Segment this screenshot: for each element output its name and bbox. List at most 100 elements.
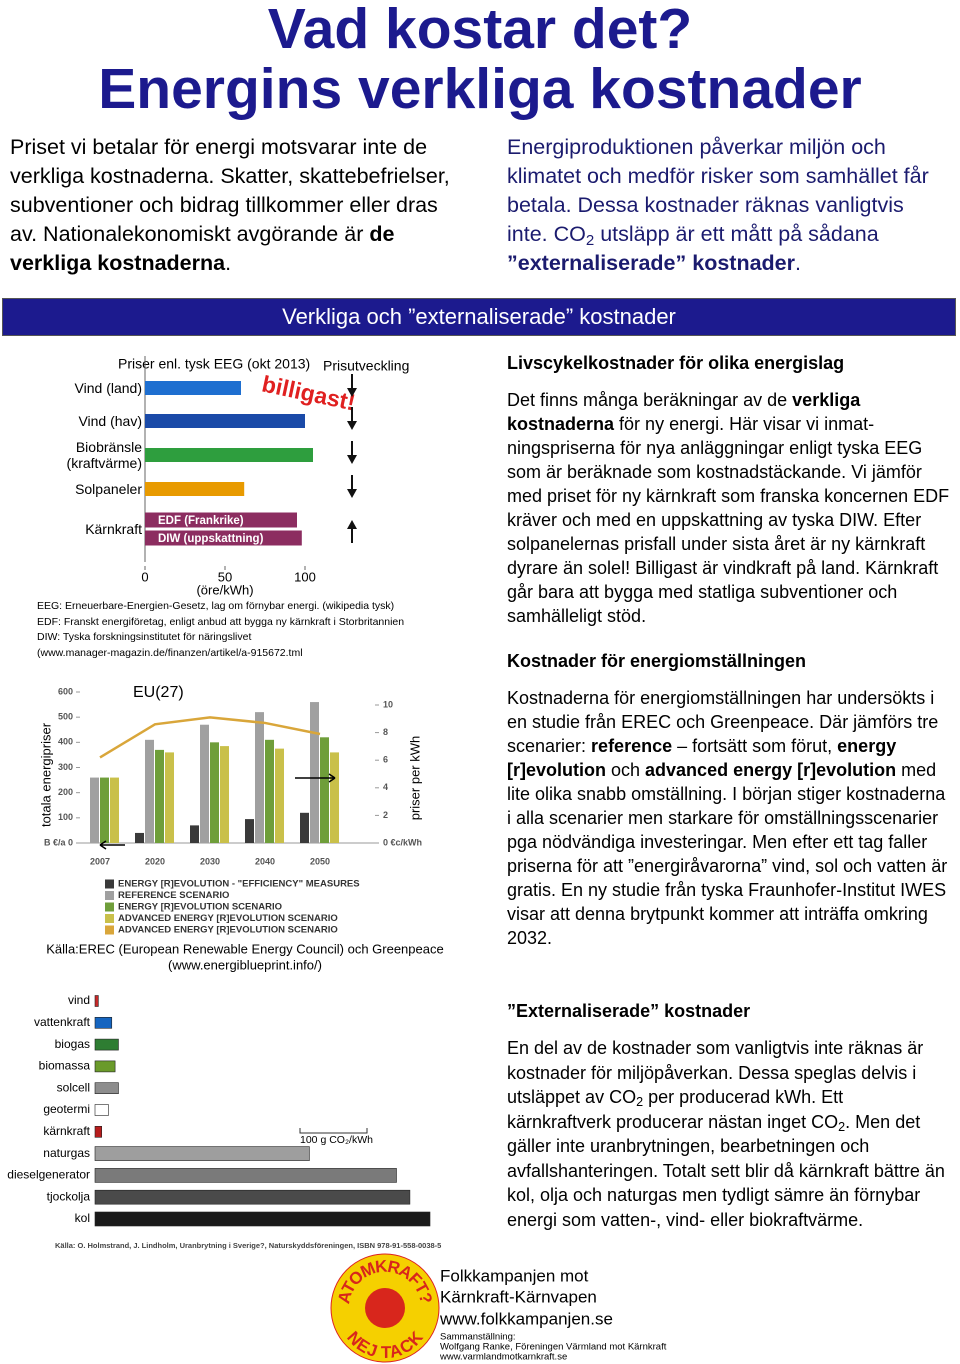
- y-tick-label: 400: [58, 737, 73, 747]
- y2-tick-label: 2: [383, 810, 388, 820]
- bar: [210, 742, 219, 843]
- y2-tick-label: 8: [383, 727, 388, 737]
- bar: [145, 414, 305, 428]
- bar: [145, 512, 297, 528]
- bar: [94, 1060, 116, 1073]
- category-label: vattenkraft: [34, 1015, 91, 1029]
- legend-label: ENERGY [R]EVOLUTION SCENARIO: [118, 902, 282, 913]
- bar: [145, 381, 241, 395]
- credit: Wolfgang Ranke, Föreningen Värmland mot …: [440, 1342, 667, 1353]
- category-label: tjockolja: [47, 1189, 91, 1203]
- bar: [94, 1104, 109, 1116]
- text-run: energy [r]evolution: [507, 736, 897, 780]
- legend-swatch: [105, 891, 114, 900]
- category-label: Kärnkraft: [85, 521, 142, 537]
- bar: [300, 812, 309, 843]
- arrow-head: [347, 520, 357, 529]
- bar: [94, 1126, 102, 1138]
- category-label: biomassa: [39, 1059, 91, 1073]
- bar: [265, 739, 274, 843]
- bar: [94, 1038, 119, 1051]
- line: [99, 716, 321, 759]
- y-tick-label: 300: [58, 762, 73, 772]
- text-run: En del av de kostnader som vanligtvis in…: [507, 1038, 924, 1107]
- category-label: Biobränsle (kraftvärme): [66, 439, 142, 471]
- text-run: per producerad kWh. Ett kärnkraftverk pr…: [507, 1087, 844, 1132]
- x-tick-label: 2050: [310, 856, 330, 866]
- bar: [200, 724, 209, 843]
- bar: [94, 1146, 310, 1161]
- y2-tick-label: 0 €c/kWh: [383, 837, 422, 847]
- note: DIW: Tyska forskningsinstitutet för näri…: [37, 631, 252, 643]
- org-name: Folkkampanjen mot: [440, 1266, 589, 1285]
- text-run: Det finns många beräkningar av de: [507, 390, 793, 410]
- legend-swatch: [105, 879, 114, 889]
- text-run: Energiproduktionen påverkar miljön och k…: [507, 135, 929, 246]
- bar: [94, 995, 99, 1007]
- text-run: utsläpp är ett mått på sådana: [594, 222, 879, 246]
- arrow-head: [347, 421, 357, 430]
- section-body: En del av de kostnader som vanligtvis in…: [507, 1036, 952, 1232]
- section-heading: Kostnader för energiomställningen: [507, 651, 807, 671]
- y-tick-label: 100: [58, 812, 73, 822]
- text-run: reference: [591, 736, 673, 756]
- credit-url: www.varmlandmotkarnkraft.se: [439, 1352, 567, 1363]
- x-tick-label: 0: [141, 569, 148, 584]
- trend-arrow: [347, 520, 357, 543]
- text-run: med lite olika snabb omställning. I börj…: [507, 760, 948, 948]
- bar: [94, 1082, 119, 1094]
- bar: [190, 825, 199, 843]
- bar: [94, 1189, 411, 1205]
- trend-arrow: [347, 407, 357, 430]
- bar: [90, 777, 99, 843]
- category-label: vind: [68, 993, 90, 1007]
- y2-tick-label: 10: [383, 699, 393, 709]
- text-run: ”externaliserade” kostnader: [507, 251, 795, 275]
- x-tick-label: 100: [294, 569, 316, 584]
- arrow-head: [347, 455, 357, 464]
- bar: [245, 819, 254, 843]
- y2-axis-label: priser per kWh: [407, 736, 422, 821]
- text-run: för ny energi. Här visar vi inmat­ningsp…: [507, 414, 950, 626]
- intro-left: Priset vi betalar för energi motsvarar i…: [10, 133, 450, 278]
- y-tick-label: 200: [58, 787, 73, 797]
- y-axis-label: totala energipriser: [38, 722, 53, 827]
- text-run: verkliga kostnaderna: [507, 390, 861, 434]
- arrow-head: [347, 489, 357, 498]
- y-tick-label: B €/a 0: [44, 837, 73, 847]
- x-tick-label: 2007: [90, 856, 110, 866]
- title-line-1: Vad kostar det?: [267, 0, 693, 61]
- bar: [320, 737, 329, 843]
- text-run: advanced energy [r]evolution: [645, 760, 897, 780]
- chart-title: Priser enl. tysk EEG (okt 2013): [118, 356, 310, 372]
- category-label: geotermi: [43, 1102, 90, 1116]
- category-label: solcell: [57, 1080, 90, 1094]
- legend-label: ADVANCED ENERGY [R]EVOLUTION SCENARIO: [118, 925, 338, 936]
- trend-title: Prisutveckling: [323, 358, 409, 374]
- source: (www.energiblueprint.info/): [168, 957, 322, 972]
- y2-tick-label: 6: [383, 755, 388, 765]
- source: Källa: O. Holmstrand, J. Lindholm, Uranb…: [55, 1241, 441, 1250]
- bar: [330, 752, 339, 843]
- bar-label: EDF (Frankrike): [158, 515, 244, 527]
- x-tick-label: 2020: [145, 856, 165, 866]
- category-label: Solpaneler: [75, 481, 142, 497]
- x-axis-label: (öre/kWh): [196, 582, 253, 597]
- bar: [145, 530, 302, 546]
- title-line-2: Energins verkliga kostnader: [98, 57, 862, 121]
- text-run: – fortsätt som förut,: [672, 736, 838, 756]
- subscript: 2: [585, 231, 595, 249]
- highlight: billigast!: [260, 370, 358, 415]
- text-run: Kostnaderna för energiomställningen har …: [507, 688, 939, 756]
- legend-label: REFERENCE SCENARIO: [118, 890, 229, 901]
- legend-label: ADVANCED ENERGY [R]EVOLUTION SCENARIO: [118, 913, 338, 924]
- x-tick-label: 50: [218, 569, 232, 584]
- y-tick-label: 600: [58, 686, 73, 696]
- bar: [110, 777, 119, 843]
- legend-label: ENERGY [R]EVOLUTION - "EFFICIENCY" MEASU…: [118, 879, 360, 890]
- y-tick-label: 500: [58, 712, 73, 722]
- scale-unit: g CO₂/kWh: [318, 1134, 374, 1146]
- org-url: www.folkkampanjen.se: [439, 1309, 613, 1328]
- category-label: kol: [75, 1211, 90, 1225]
